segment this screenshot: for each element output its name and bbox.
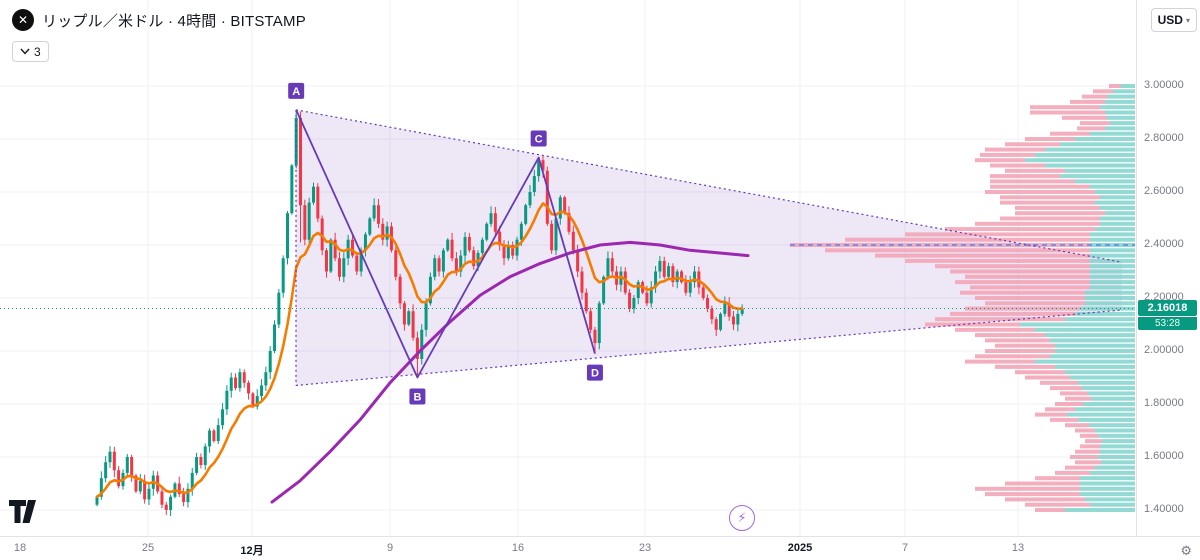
time-tick-label: 7 xyxy=(901,542,909,554)
ma-slow-line xyxy=(270,240,750,504)
pivot-label-B xyxy=(409,388,426,405)
time-axis[interactable]: ⚙ 18 25 12月 9 16 23 2025 7 13 xyxy=(0,536,1200,560)
time-tick-label: 13 xyxy=(1011,542,1025,554)
ma-fast-line xyxy=(95,202,744,499)
price-tick-label: 3.00000 xyxy=(1144,79,1184,91)
xrp-logo-icon: ✕ xyxy=(12,9,34,31)
tradingview-logo[interactable] xyxy=(8,498,38,531)
price-axis[interactable]: USD ▾ 2.16018 53:28 3.00000 2.80000 2.6000… xyxy=(1136,0,1200,536)
price-tick-label: 1.40000 xyxy=(1144,503,1184,515)
currency-label: USD xyxy=(1157,13,1183,27)
price-tick-label: 2.40000 xyxy=(1144,238,1184,250)
svg-text:B: B xyxy=(413,392,421,404)
svg-text:A: A xyxy=(292,86,300,98)
volume-profile-layer xyxy=(790,84,1135,512)
zigzag-pattern[interactable]: A B C D xyxy=(288,82,603,405)
current-price-label: 2.16018 xyxy=(1138,299,1197,316)
tradingview-logo-icon xyxy=(9,500,36,523)
price-tick-label: 2.80000 xyxy=(1144,132,1184,144)
symbol-legend[interactable]: ✕ リップル／米ドル · 4時間 · BITSTAMP xyxy=(12,9,306,31)
time-tick-label: 16 xyxy=(511,542,525,554)
chevron-down-icon: ▾ xyxy=(1185,15,1190,25)
price-chart: A B C D xyxy=(0,0,1136,536)
hidden-indicator-count: 3 xyxy=(34,44,41,59)
symbol-title[interactable]: リップル／米ドル · 4時間 · BITSTAMP xyxy=(42,12,306,30)
price-tick-label: 1.80000 xyxy=(1144,397,1184,409)
grid-layer xyxy=(0,0,1136,536)
svg-text:D: D xyxy=(591,368,599,380)
pattern-triangle-fill[interactable] xyxy=(296,109,1122,386)
price-tick-label: 2.60000 xyxy=(1144,185,1184,197)
time-tick-label: 18 xyxy=(13,542,27,554)
time-tick-label: 25 xyxy=(141,542,155,554)
price-tick-label: 1.60000 xyxy=(1144,450,1184,462)
pivot-label-D xyxy=(586,364,603,381)
svg-text:C: C xyxy=(535,134,543,146)
chevron-down-icon xyxy=(20,48,30,55)
currency-dropdown[interactable]: USD ▾ xyxy=(1150,8,1197,32)
chart-canvas[interactable]: A B C D ✕ リップル／米ドル · 4時間 · BITSTAMP 3 ⚡ xyxy=(0,0,1136,536)
pattern-triangle-borders[interactable] xyxy=(295,109,1123,387)
pivot-label-A xyxy=(288,82,305,99)
price-tick-label: 2.00000 xyxy=(1144,344,1184,356)
time-tick-label: 23 xyxy=(638,542,652,554)
time-tick-label: 2025 xyxy=(787,542,813,554)
time-tick-label: 12月 xyxy=(240,545,264,557)
lightning-icon[interactable]: ⚡ xyxy=(729,505,755,531)
pivot-label-C xyxy=(530,130,547,147)
indicators-collapse-button[interactable]: 3 xyxy=(12,41,49,62)
time-tick-label: 9 xyxy=(386,542,394,554)
gear-icon[interactable]: ⚙ xyxy=(1180,543,1192,558)
bar-countdown-label: 53:28 xyxy=(1138,316,1197,330)
